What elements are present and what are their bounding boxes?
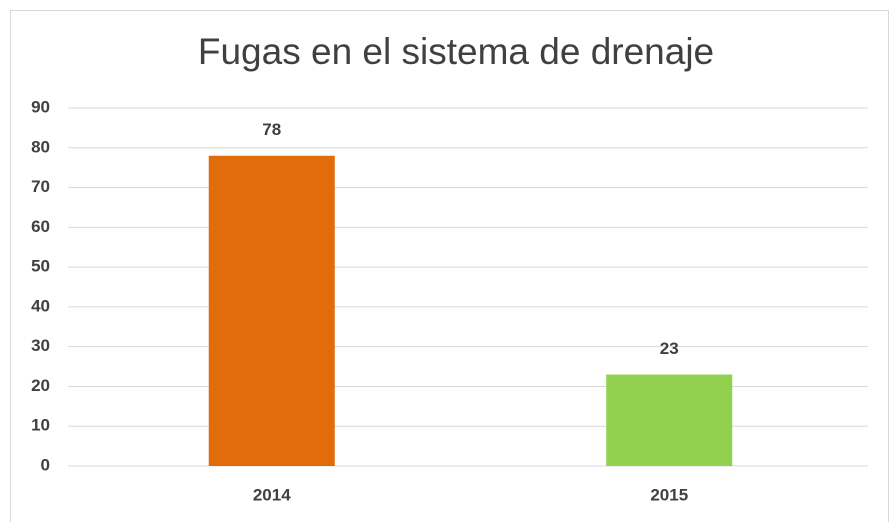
y-tick-label: 40	[31, 296, 50, 315]
y-tick-label: 90	[31, 97, 50, 116]
y-tick-label: 70	[31, 177, 50, 196]
y-tick-label: 10	[31, 416, 50, 435]
y-tick-label: 20	[31, 376, 50, 395]
chart-border	[10, 10, 889, 522]
x-tick-label: 2014	[253, 485, 291, 504]
y-tick-label: 0	[41, 455, 50, 474]
bar	[606, 374, 733, 466]
y-tick-label: 60	[31, 217, 50, 236]
x-tick-label: 2015	[650, 485, 688, 504]
y-tick-label: 50	[31, 257, 50, 276]
y-tick-label: 30	[31, 336, 50, 355]
data-label: 23	[660, 339, 679, 358]
data-label: 78	[262, 120, 281, 139]
chart-title: Fugas en el sistema de drenaje	[198, 31, 714, 72]
bar	[208, 155, 335, 466]
y-tick-label: 80	[31, 137, 50, 156]
